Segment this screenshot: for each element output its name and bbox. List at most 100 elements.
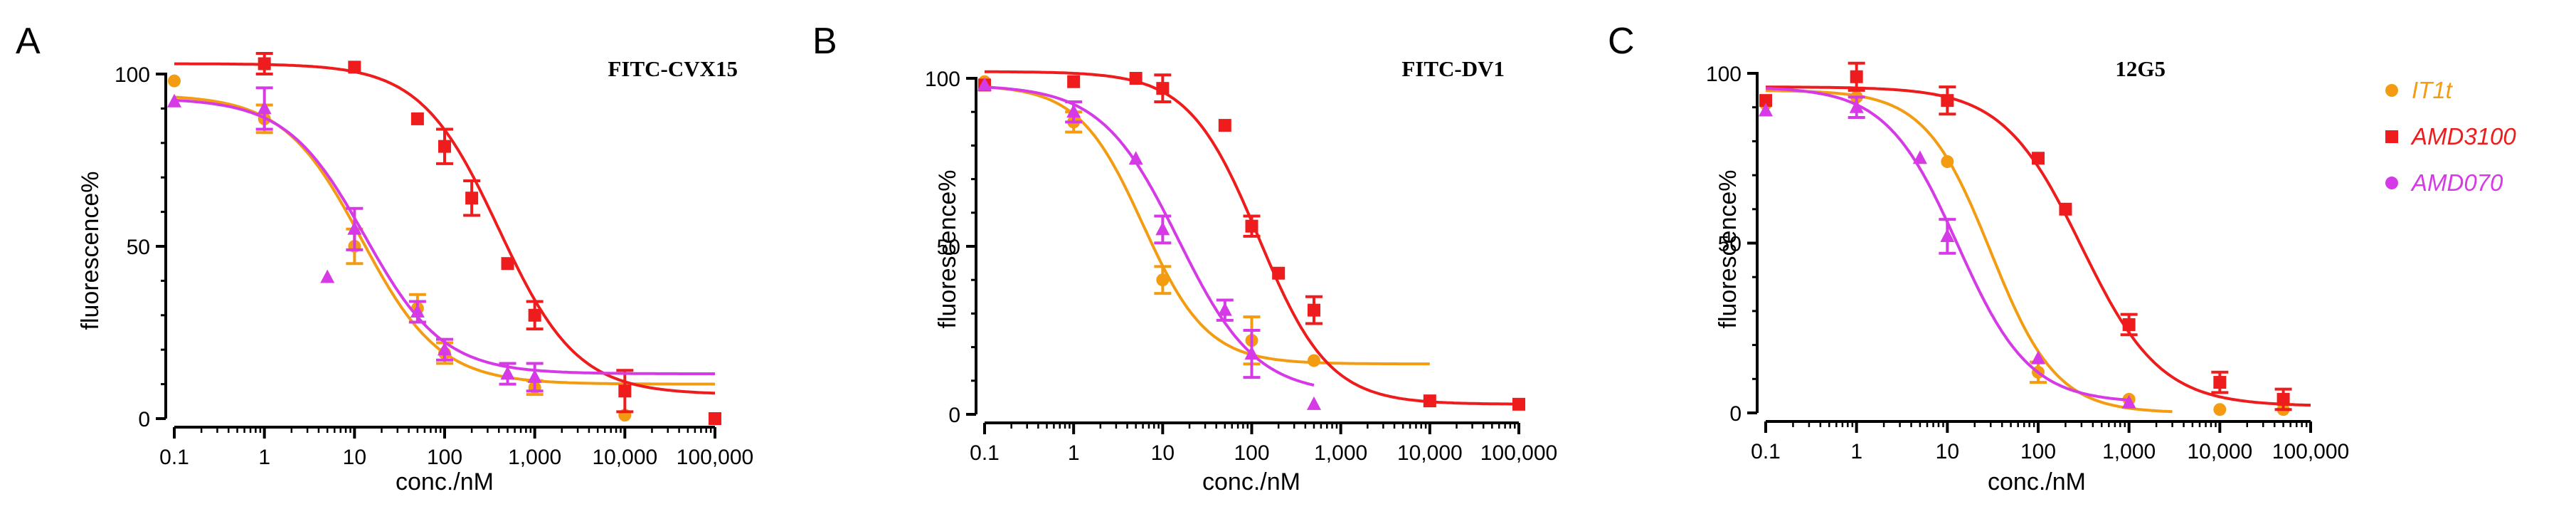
panel-a-x-tick-label: 1,000 [508, 446, 561, 469]
panel-c-label: C [1608, 21, 1635, 62]
panel-a-amd070-point [257, 100, 272, 115]
panel-a-plot: 0 50 100 0.1 1 10 100 1,000 10,000 100,000 [115, 51, 753, 469]
panel-b-amd3100-point [1512, 397, 1525, 411]
panel-c: C 12G5 fluorescence% conc./nM 0 50 100 0.1 1… [1608, 21, 2349, 495]
panel-c-x-tick-label: 0.1 [1751, 440, 1781, 463]
legend: IT1t AMD3100 AMD070 [2385, 77, 2516, 196]
panel-a: A FITC-CVX15 fluorescence% conc./nM 0 50 1… [16, 21, 753, 495]
panel-c-x-tick-label: 10 [1936, 440, 1959, 463]
panel-a-amd3100-point [618, 384, 632, 398]
panel-a-title: FITC-CVX15 [608, 56, 738, 81]
panel-b-amd3100-point [1245, 219, 1258, 233]
panel-a-x-tick-label: 10,000 [592, 446, 657, 469]
panel-b-x-axis-label: conc./nM [1202, 468, 1300, 495]
panel-c-x-tick-label: 10,000 [2187, 440, 2252, 463]
panel-b-x-tick-label: 0.1 [970, 441, 1000, 465]
panel-c-amd070-point [2121, 394, 2136, 409]
panel-b-amd070-point [1128, 151, 1143, 165]
panel-c-amd3100-point [1941, 94, 1954, 107]
panel-c-amd3100-point [1759, 94, 1772, 107]
panel-b-amd3100-point [1129, 72, 1143, 85]
panel-b-amd070-point [1066, 104, 1081, 118]
panel-a-amd070-point [500, 366, 515, 380]
panel-a-y-tick-label: 100 [115, 63, 150, 87]
panel-b-amd070-point [1217, 302, 1232, 316]
panel-b-amd070-point [1244, 346, 1259, 360]
panel-a-y-tick-label: 0 [138, 408, 150, 431]
panel-b-x-tick-label: 100 [1234, 441, 1269, 465]
panel-a-x-tick-label: 1 [258, 446, 270, 469]
panel-c-y-tick-label: 100 [1706, 63, 1742, 86]
panel-c-amd070-point [1912, 150, 1927, 164]
legend-amd070-marker [2385, 177, 2398, 189]
panel-a-x-axis-label: conc./nM [396, 468, 494, 495]
panel-b-it1t-fit-curve [984, 85, 1430, 366]
panel-c-amd3100-point [2122, 318, 2136, 331]
panel-c-title: 12G5 [2115, 56, 2166, 81]
panel-c-y-axis-label: fluorescence% [1714, 169, 1742, 328]
panel-a-it1t-point [168, 74, 181, 88]
panel-c-y-tick-label: 0 [1729, 402, 1742, 426]
panel-a-amd3100-point [528, 308, 541, 322]
panel-b-y-axis-label: fluorescence% [934, 169, 961, 328]
panel-a-amd070-point [527, 369, 542, 383]
panel-a-x-tick-label: 100,000 [677, 446, 753, 469]
panel-b-x-tick-label: 10 [1151, 441, 1175, 465]
panel-a-amd3100-point [410, 112, 424, 125]
panel-c-x-tick-label: 1 [1850, 440, 1862, 463]
panel-b-amd3100-point [1307, 303, 1320, 317]
panel-b-amd3100-point [1156, 82, 1170, 95]
panel-c-it1t-point [2213, 403, 2227, 416]
panel-c-it1t-fit-curve [1765, 89, 2173, 414]
panel-b-it1t-point [1307, 354, 1320, 367]
panel-b-plot: 0 50 100 0.1 1 10 100 1,000 10,000 100,000 [925, 68, 1557, 465]
panel-a-y-tick-label: 50 [127, 236, 150, 259]
panel-b-amd3100-point [1067, 75, 1081, 88]
panel-b-label: B [812, 21, 837, 62]
panel-c-amd3100-point [2213, 376, 2227, 389]
panel-a-x-tick-label: 100 [427, 446, 462, 469]
panel-c-x-axis-label: conc./nM [1988, 468, 2086, 495]
panel-b-amd070-fit-curve [984, 85, 1315, 387]
panel-c-plot: 0 50 100 0.1 1 10 100 1,000 10,000 100,000 [1706, 61, 2349, 463]
panel-b-x-tick-label: 10,000 [1397, 441, 1463, 465]
panel-b-y-tick-label: 50 [937, 236, 960, 259]
panel-c-amd3100-point [2032, 152, 2045, 165]
panel-a-amd070-point [167, 93, 181, 107]
legend-amd3100-label: AMD3100 [2410, 123, 2516, 150]
panel-a-amd3100-point [258, 57, 271, 70]
legend-amd070-label: AMD070 [2410, 169, 2503, 196]
panel-a-amd3100-point [438, 140, 451, 153]
panel-a-y-axis-label: fluorescence% [77, 171, 104, 330]
panel-b-x-tick-label: 100,000 [1480, 441, 1557, 465]
panel-b-amd3100-point [1218, 119, 1231, 132]
legend-amd3100-marker [2385, 130, 2398, 143]
panel-a-amd3100-point [709, 412, 721, 425]
panel-b-amd070-point [1306, 396, 1321, 410]
panel-b-title: FITC-DV1 [1401, 56, 1505, 81]
panel-b-amd070-point [977, 77, 992, 91]
panel-b-amd3100-point [1423, 394, 1436, 408]
legend-it1t-label: IT1t [2412, 77, 2454, 103]
panel-b-it1t-point [1156, 273, 1170, 287]
panel-a-amd3100-point [348, 61, 361, 74]
panel-c-amd070-point [1940, 228, 1955, 242]
panel-c-x-tick-label: 1,000 [2102, 440, 2156, 463]
panel-c-amd070-point [1759, 103, 1773, 117]
legend-it1t-marker [2385, 84, 2398, 97]
panel-c-y-tick-label: 50 [1718, 233, 1742, 256]
panel-b-amd070-point [1155, 221, 1170, 236]
panel-b-y-tick-label: 100 [925, 68, 960, 91]
panel-a-label: A [16, 21, 41, 62]
panel-c-x-tick-label: 100 [2020, 440, 2056, 463]
panel-b-x-tick-label: 1 [1068, 441, 1080, 465]
panel-a-amd3100-point [501, 257, 514, 271]
panel-b-x-tick-label: 1,000 [1314, 441, 1367, 465]
panel-a-amd070-point [438, 342, 452, 356]
panel-a-x-tick-label: 10 [343, 446, 366, 469]
panel-a-amd070-point [320, 269, 335, 283]
panel-c-it1t-point [1941, 155, 1954, 169]
panel-c-amd070-point [1849, 99, 1864, 113]
panel-c-amd3100-point [1850, 70, 1863, 83]
